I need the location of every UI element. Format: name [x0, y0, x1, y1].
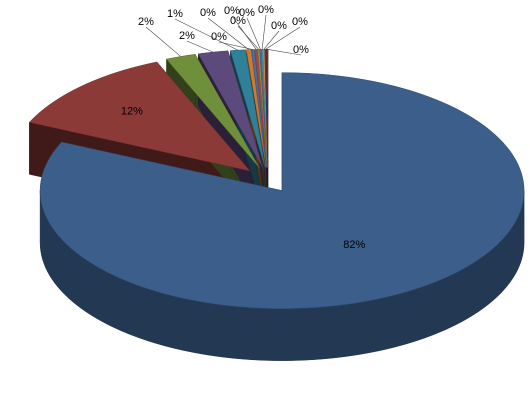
leader-line	[263, 30, 280, 50]
leader-line	[174, 18, 238, 51]
leader-line	[265, 26, 301, 50]
slice	[39, 72, 525, 309]
data-label: 0%	[239, 7, 255, 19]
slice	[251, 49, 267, 168]
slice	[166, 53, 260, 169]
data-label: 82%	[343, 239, 365, 251]
data-label: 0%	[200, 7, 216, 19]
leader-line	[218, 41, 253, 50]
data-label: 0%	[292, 16, 308, 28]
data-label: 2%	[179, 30, 195, 42]
leader-line	[237, 25, 259, 50]
data-label: 1%	[167, 8, 183, 20]
leader-line	[145, 26, 181, 57]
leader-line	[261, 14, 267, 50]
leader-line	[267, 49, 302, 56]
leader-line	[246, 17, 261, 50]
data-label: 0%	[258, 4, 274, 16]
leader-line	[207, 17, 249, 50]
data-label: 2%	[138, 16, 154, 28]
data-label: 12%	[121, 106, 143, 118]
data-label: 0%	[271, 20, 287, 32]
data-label: 0%	[293, 44, 309, 56]
slice	[266, 49, 269, 168]
data-label: 0%	[230, 15, 246, 27]
data-label: 0%	[211, 31, 227, 43]
leader-line	[186, 40, 214, 53]
slice	[28, 61, 251, 172]
data-label: 0%	[224, 5, 240, 17]
